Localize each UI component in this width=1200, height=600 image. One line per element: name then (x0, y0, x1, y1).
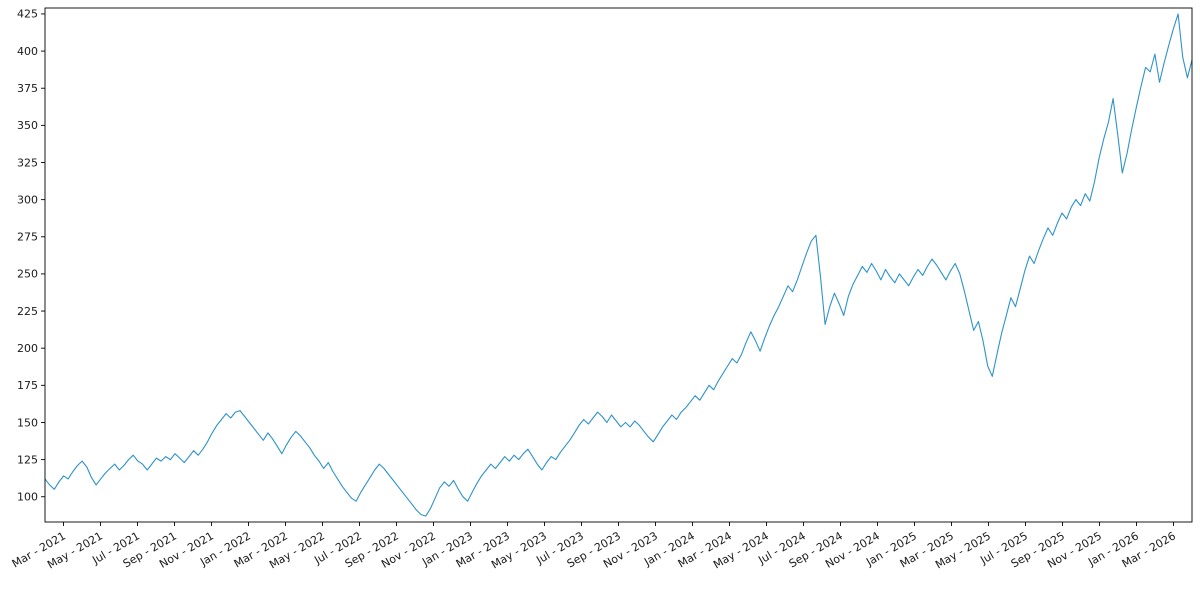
y-tick-label: 325 (17, 156, 38, 169)
axes-border (44, 7, 1193, 523)
y-tick-label: 200 (17, 342, 38, 355)
y-tick-label: 250 (17, 268, 38, 281)
y-tick-label: 225 (17, 305, 38, 318)
y-tick-label: 100 (17, 491, 38, 504)
y-tick-label: 350 (17, 119, 38, 132)
y-tick-label: 175 (17, 379, 38, 392)
y-tick-label: 150 (17, 416, 38, 429)
y-tick-label: 375 (17, 82, 38, 95)
y-tick-label: 425 (17, 8, 38, 21)
y-tick-label: 275 (17, 231, 38, 244)
price-line (44, 13, 1193, 517)
y-tick-label: 400 (17, 45, 38, 58)
y-tick-label: 125 (17, 453, 38, 466)
y-tick-label: 300 (17, 193, 38, 206)
